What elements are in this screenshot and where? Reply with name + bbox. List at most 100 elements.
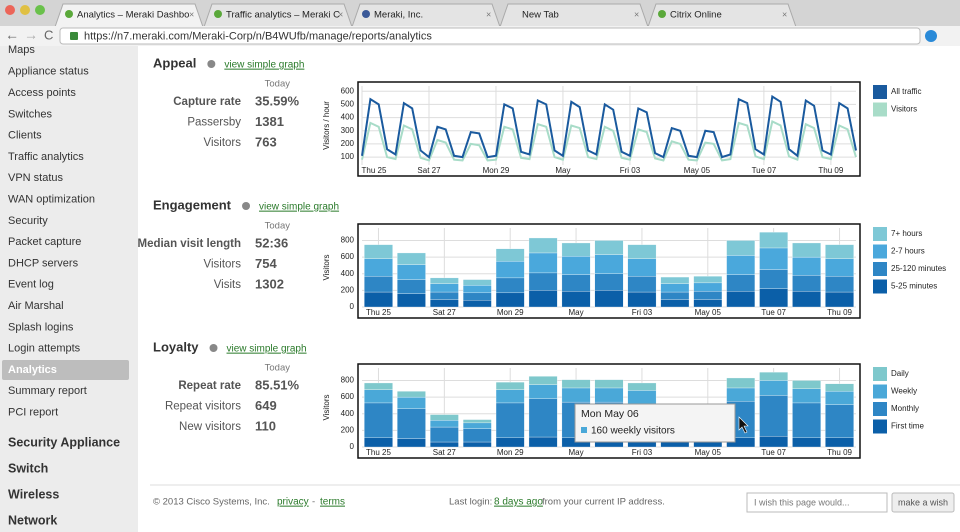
legend-swatch (873, 367, 887, 381)
legend-swatch (873, 279, 887, 294)
tooltip: Mon May 06 160 weekly visitors (574, 403, 749, 443)
bar-segment (495, 381, 525, 390)
y-tick-label: 200 (341, 139, 355, 148)
bar-segment (759, 247, 788, 270)
sidebar-item[interactable]: Event log (8, 279, 54, 291)
address-bar[interactable] (59, 27, 921, 45)
x-tick-label: Tue 07 (752, 166, 777, 175)
wish-placeholder: I wish this page would... (754, 497, 850, 507)
sidebar-item[interactable]: Air Marshal (8, 300, 64, 312)
stat-value: 35.59% (255, 93, 300, 108)
sidebar-item[interactable]: Packet capture (8, 236, 81, 248)
wish-input[interactable] (746, 492, 888, 513)
extension-icon[interactable] (925, 30, 937, 42)
sidebar-item[interactable]: WAN optimization (8, 194, 95, 206)
bar-segment (792, 402, 821, 439)
x-tick-label: May (569, 308, 584, 317)
simple-graph-link[interactable]: view simple graph (227, 344, 307, 355)
bar-segment (594, 273, 624, 291)
wish-button[interactable] (891, 492, 955, 513)
x-tick-label: May 05 (695, 448, 722, 457)
bar-segment (462, 292, 492, 301)
sidebar-item[interactable]: Appliance status (8, 66, 89, 78)
section-title: Appeal (153, 55, 196, 70)
sidebar-item[interactable]: Analytics (8, 364, 57, 376)
bar-segment (561, 256, 591, 275)
sidebar-item[interactable]: DHCP servers (8, 257, 79, 269)
bar-segment (693, 441, 723, 448)
bar-segment (792, 437, 821, 448)
tab-title: Meraki, Inc. (374, 10, 423, 21)
terms-link[interactable]: terms (320, 497, 345, 508)
x-tick-label: May 05 (695, 308, 722, 317)
bar-segment (462, 419, 492, 424)
tab-close: × (338, 9, 343, 19)
info-icon[interactable] (242, 202, 251, 210)
bar-segment (759, 372, 788, 381)
forward-button[interactable]: → (24, 27, 38, 43)
sidebar-item[interactable]: VPN status (8, 172, 64, 184)
sidebar-item[interactable]: Switches (8, 108, 53, 120)
y-tick-label: 100 (341, 152, 355, 161)
bar-segment (594, 379, 624, 389)
bar-segment (397, 391, 426, 398)
sidebar-group[interactable]: Network (8, 513, 57, 527)
series-line (361, 120, 857, 162)
bar-segment (561, 387, 591, 403)
bar-segment (660, 299, 690, 308)
stat-value: 1381 (255, 114, 284, 129)
sidebar-item[interactable]: Maps (8, 44, 35, 56)
sidebar-item[interactable]: Login attempts (8, 343, 81, 355)
bar-segment (792, 380, 821, 389)
sidebar-item[interactable]: Splash logins (8, 321, 74, 333)
sidebar-group[interactable]: Wireless (8, 487, 59, 501)
bar-segment (627, 244, 657, 259)
bar-segment (660, 291, 690, 300)
reload-button[interactable]: C (44, 27, 53, 42)
bar-segment (397, 293, 426, 308)
sidebar-item[interactable]: PCI report (8, 407, 58, 419)
url: https://n7.meraki.com/Meraki-Corp/n/B4WU… (84, 30, 432, 42)
simple-graph-link[interactable]: view simple graph (259, 202, 339, 213)
close-button[interactable] (5, 5, 15, 15)
stat-value: 763 (255, 134, 277, 149)
zoom-button[interactable] (35, 5, 45, 15)
info-icon[interactable] (207, 60, 216, 68)
bar-segment (825, 437, 854, 448)
simple-graph-link[interactable]: view simple graph (224, 60, 304, 71)
y-tick-label: 300 (341, 126, 355, 135)
sidebar-item[interactable]: Clients (8, 130, 42, 142)
bar-segment (430, 441, 459, 448)
bar-segment (726, 387, 756, 402)
bar-segment (430, 291, 459, 300)
sidebar-item[interactable]: Summary report (8, 385, 87, 397)
sidebar (0, 46, 138, 532)
bar-segment (364, 258, 393, 277)
bar-segment (693, 299, 723, 308)
bar-segment (430, 414, 459, 421)
stat-value: 649 (255, 398, 277, 413)
info-icon[interactable] (209, 344, 218, 352)
minimize-button[interactable] (20, 5, 30, 15)
bar-segment (660, 441, 690, 448)
sidebar-group[interactable]: Switch (8, 461, 48, 475)
sidebar-item[interactable]: Access points (8, 87, 76, 99)
sidebar-item[interactable]: Security (8, 215, 48, 227)
privacy-link[interactable]: privacy (277, 497, 309, 508)
separator: - (312, 497, 315, 508)
y-tick-label: 600 (341, 86, 355, 95)
sidebar-item[interactable]: Traffic analytics (8, 151, 84, 163)
stat-label: Capture rate (173, 96, 241, 108)
sidebar-group[interactable]: Security Appliance (8, 435, 120, 449)
bar-segment (364, 244, 393, 259)
bar-segment (430, 299, 459, 308)
y-axis-label: Visitors (322, 394, 331, 420)
back-button[interactable]: ← (5, 27, 19, 43)
bar-segment (759, 395, 788, 437)
bar-segment (594, 254, 624, 274)
bar-segment (528, 398, 558, 438)
stats-header: Today (265, 363, 291, 374)
y-tick-label: 0 (350, 442, 355, 451)
x-tick-label: Thu 09 (818, 166, 843, 175)
last-login-link[interactable]: 8 days ago (494, 497, 543, 508)
